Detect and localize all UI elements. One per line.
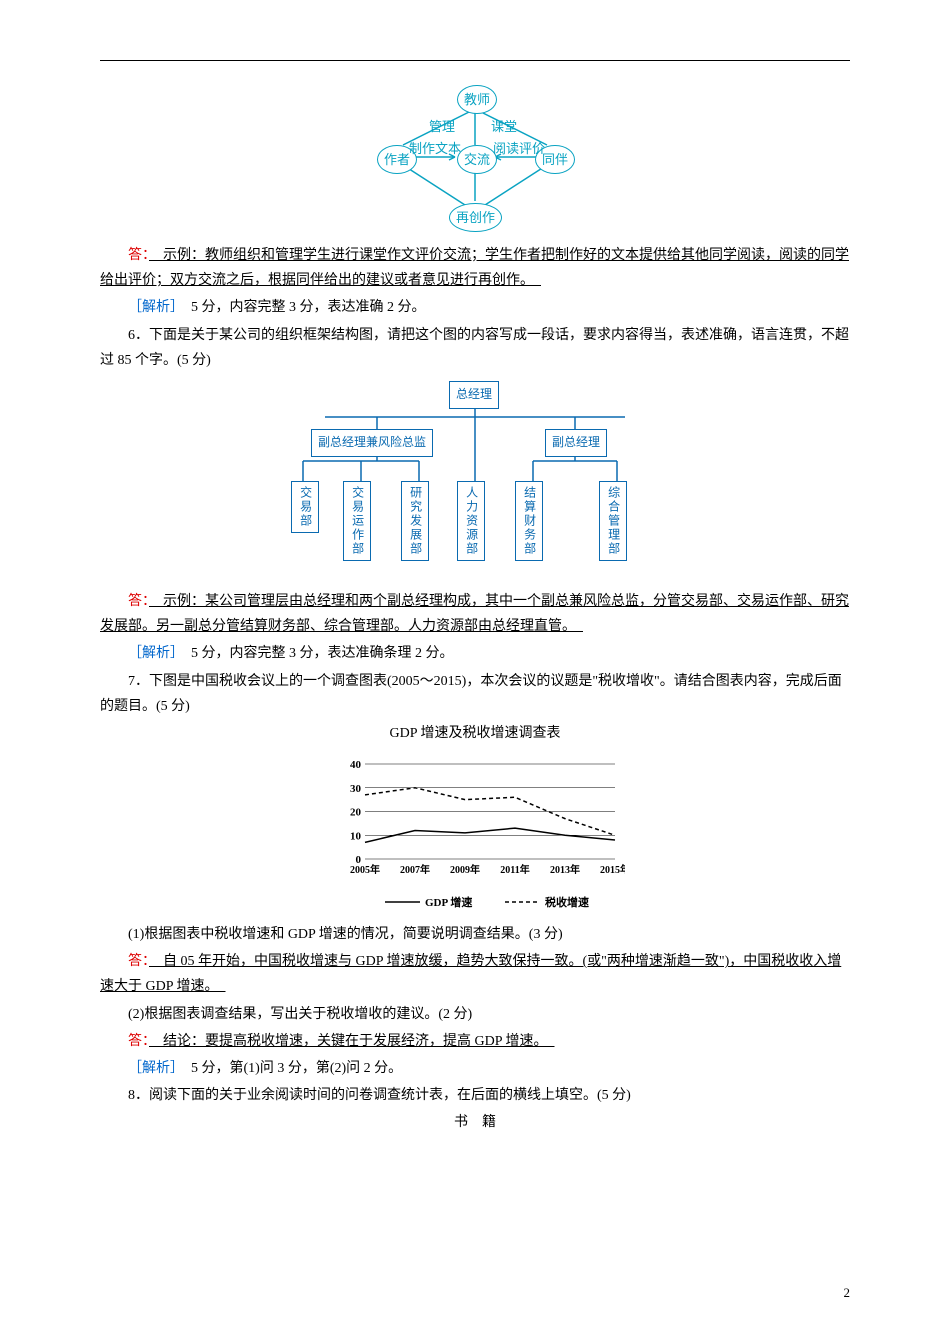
svg-text:20: 20 bbox=[350, 807, 362, 819]
diagram-classroom: 教师 作者 交流 同伴 再创作 管理 课堂 制作文本 阅读评价 bbox=[100, 85, 850, 235]
answer-label: 答： bbox=[128, 248, 149, 263]
org-dept-3: 人力资源部 bbox=[457, 481, 485, 561]
org-dept-5: 综合管理部 bbox=[599, 481, 627, 561]
answer-6-text: 示例：某公司管理层由总经理和两个副总经理构成，其中一个副总兼风险总监，分管交易部… bbox=[100, 594, 849, 634]
analysis-6: ［解析］ 5 分，内容完整 3 分，表达准确条理 2 分。 bbox=[100, 641, 850, 666]
answer-5: 答： 示例：教师组织和管理学生进行课堂作文评价交流；学生作者把制作好的文本提供给… bbox=[100, 243, 850, 293]
org-dept-4: 结算财务部 bbox=[515, 481, 543, 561]
analysis-label: ［解析］ bbox=[128, 646, 177, 661]
org-gm: 总经理 bbox=[449, 381, 499, 409]
analysis-5-text: 5 分，内容完整 3 分，表达准确 2 分。 bbox=[177, 300, 426, 315]
svg-text:40: 40 bbox=[350, 759, 362, 771]
page-number: 2 bbox=[844, 1281, 851, 1304]
analysis-7-text: 5 分，第(1)问 3 分，第(2)问 2 分。 bbox=[177, 1061, 402, 1076]
svg-text:10: 10 bbox=[350, 830, 362, 842]
svg-text:GDP 增速: GDP 增速 bbox=[425, 895, 472, 909]
question-7-1: (1)根据图表中税收增速和 GDP 增速的情况，简要说明调查结果。(3 分) bbox=[100, 922, 850, 947]
org-vp1: 副总经理兼风险总监 bbox=[311, 429, 433, 457]
svg-text:2005年: 2005年 bbox=[350, 863, 380, 876]
edge-manage: 管理 bbox=[429, 115, 455, 138]
svg-text:税收增速: 税收增速 bbox=[545, 895, 589, 909]
org-dept-2: 研究发展部 bbox=[401, 481, 429, 561]
edge-class: 课堂 bbox=[491, 115, 517, 138]
answer-5-text: 示例：教师组织和管理学生进行课堂作文评价交流；学生作者把制作好的文本提供给其他同… bbox=[100, 248, 849, 288]
question-8: 8．阅读下面的关于业余阅读时间的问卷调查统计表，在后面的横线上填空。(5 分) bbox=[100, 1083, 850, 1108]
answer-7-1: 答： 自 05 年开始，中国税收增速与 GDP 增速放缓，趋势大致保持一致。(或… bbox=[100, 949, 850, 999]
answer-label: 答： bbox=[128, 594, 149, 609]
chart-svg: 0102030402005年2007年2009年2011年2013年2015年G… bbox=[325, 754, 625, 914]
analysis-6-text: 5 分，内容完整 3 分，表达准确条理 2 分。 bbox=[177, 646, 454, 661]
analysis-label: ［解析］ bbox=[128, 1061, 177, 1076]
diagram-org: 总经理 副总经理兼风险总监 副总经理 交易部 交易运作部 研究发展部 人力资源部… bbox=[100, 381, 850, 581]
question-6: 6．下面是关于某公司的组织框架结构图，请把这个图的内容写成一段话，要求内容得当，… bbox=[100, 323, 850, 373]
question-7: 7．下图是中国税收会议上的一个调查图表(2005～2015)，本次会议的议题是"… bbox=[100, 669, 850, 719]
answer-7-1-text: 自 05 年开始，中国税收增速与 GDP 增速放缓，趋势大致保持一致。(或"两种… bbox=[100, 954, 841, 994]
answer-label: 答： bbox=[128, 954, 149, 969]
top-rule bbox=[100, 60, 850, 61]
svg-text:2009年: 2009年 bbox=[450, 863, 480, 876]
edge-readeval: 阅读评价 bbox=[493, 137, 545, 160]
answer-6: 答： 示例：某公司管理层由总经理和两个副总经理构成，其中一个副总兼风险总监，分管… bbox=[100, 589, 850, 639]
question-8-title: 书 籍 bbox=[100, 1110, 850, 1135]
edge-maketext: 制作文本 bbox=[409, 137, 461, 160]
chart-gdp-tax: 0102030402005年2007年2009年2011年2013年2015年G… bbox=[100, 754, 850, 914]
question-7-2: (2)根据图表调查结果，写出关于税收增收的建议。(2 分) bbox=[100, 1002, 850, 1027]
analysis-5: ［解析］ 5 分，内容完整 3 分，表达准确 2 分。 bbox=[100, 295, 850, 320]
svg-text:2015年: 2015年 bbox=[600, 863, 625, 876]
svg-text:30: 30 bbox=[350, 783, 362, 795]
svg-text:2013年: 2013年 bbox=[550, 863, 580, 876]
answer-7-2-text: 结论：要提高税收增速，关键在于发展经济，提高 GDP 增速。 bbox=[149, 1034, 555, 1049]
org-vp2: 副总经理 bbox=[545, 429, 607, 457]
org-dept-1: 交易运作部 bbox=[343, 481, 371, 561]
analysis-label: ［解析］ bbox=[128, 300, 177, 315]
org-dept-0: 交易部 bbox=[291, 481, 319, 533]
svg-text:2007年: 2007年 bbox=[400, 863, 430, 876]
answer-label: 答： bbox=[128, 1034, 149, 1049]
answer-7-2: 答： 结论：要提高税收增速，关键在于发展经济，提高 GDP 增速。 bbox=[100, 1029, 850, 1054]
svg-text:2011年: 2011年 bbox=[500, 863, 529, 876]
analysis-7: ［解析］ 5 分，第(1)问 3 分，第(2)问 2 分。 bbox=[100, 1056, 850, 1081]
chart-title: GDP 增速及税收增速调查表 bbox=[100, 721, 850, 746]
